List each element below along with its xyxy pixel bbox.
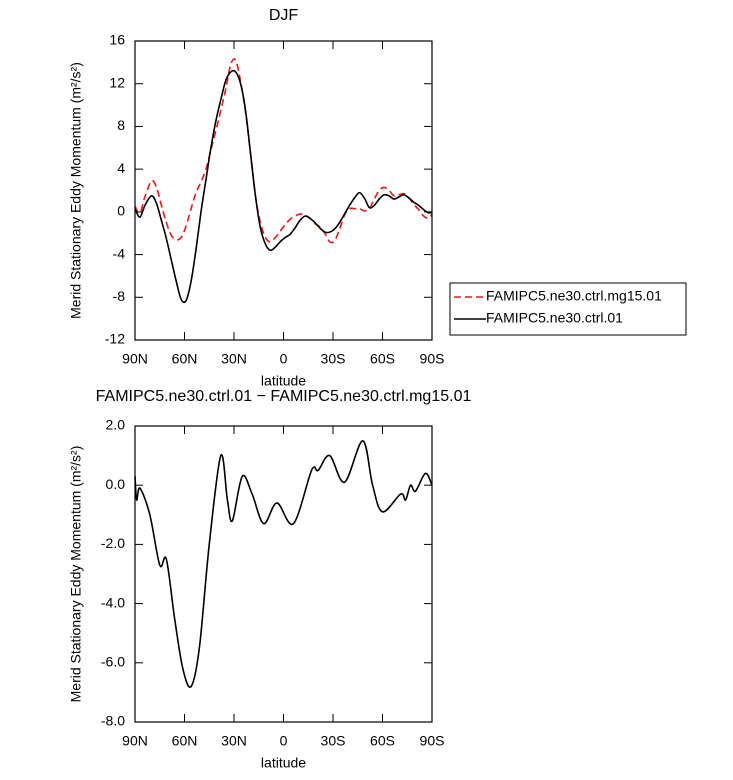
x-tick-label: 30N bbox=[221, 351, 247, 367]
chart-title: FAMIPC5.ne30.ctrl.01 − FAMIPC5.ne30.ctrl… bbox=[96, 388, 472, 405]
y-tick-label: 12 bbox=[109, 74, 125, 90]
y-tick-label: 8 bbox=[117, 117, 125, 133]
x-tick-label: 60S bbox=[370, 351, 395, 367]
x-tick-label: 60N bbox=[172, 733, 198, 749]
x-tick-label: 0 bbox=[280, 733, 288, 749]
y-axis-label: Merid Stationary Eddy Momentum (m²/s²) bbox=[68, 62, 84, 319]
x-tick-label: 90S bbox=[420, 351, 445, 367]
x-tick-label: 30S bbox=[321, 733, 346, 749]
x-axis-label: latitude bbox=[261, 755, 306, 771]
y-tick-label: -8 bbox=[113, 288, 126, 304]
legend-label: FAMIPC5.ne30.ctrl.01 bbox=[486, 310, 623, 326]
x-tick-label: 60S bbox=[370, 733, 395, 749]
y-tick-label: -6.0 bbox=[101, 654, 125, 670]
data-line bbox=[134, 58, 433, 244]
x-tick-label: 90S bbox=[420, 733, 445, 749]
plot-frame bbox=[134, 40, 433, 341]
legend-box bbox=[449, 282, 687, 336]
x-tick-label: 90N bbox=[122, 351, 148, 367]
y-tick-label: 16 bbox=[109, 32, 125, 48]
y-tick-label: -4 bbox=[113, 245, 126, 261]
y-tick-label: -8.0 bbox=[101, 713, 125, 729]
x-tick-label: 30S bbox=[321, 351, 346, 367]
y-tick-label: 2.0 bbox=[106, 417, 126, 433]
x-axis-label: latitude bbox=[261, 373, 306, 389]
y-tick-label: 4 bbox=[117, 160, 125, 176]
plot-frame bbox=[134, 425, 433, 723]
x-tick-label: 90N bbox=[122, 733, 148, 749]
chart-title: DJF bbox=[269, 7, 299, 24]
x-tick-label: 60N bbox=[172, 351, 198, 367]
y-tick-label: 0.0 bbox=[106, 476, 126, 492]
data-line bbox=[134, 439, 433, 688]
y-tick-label: -2.0 bbox=[101, 535, 125, 551]
legend-label: FAMIPC5.ne30.ctrl.mg15.01 bbox=[486, 288, 662, 304]
data-line bbox=[134, 69, 433, 304]
y-tick-label: -12 bbox=[105, 331, 125, 347]
y-axis-label: Merid Stationary Eddy Momentum (m²/s²) bbox=[68, 446, 84, 703]
x-tick-label: 0 bbox=[280, 351, 288, 367]
y-tick-label: -4.0 bbox=[101, 594, 125, 610]
y-tick-label: 0 bbox=[117, 203, 125, 219]
x-tick-label: 30N bbox=[221, 733, 247, 749]
